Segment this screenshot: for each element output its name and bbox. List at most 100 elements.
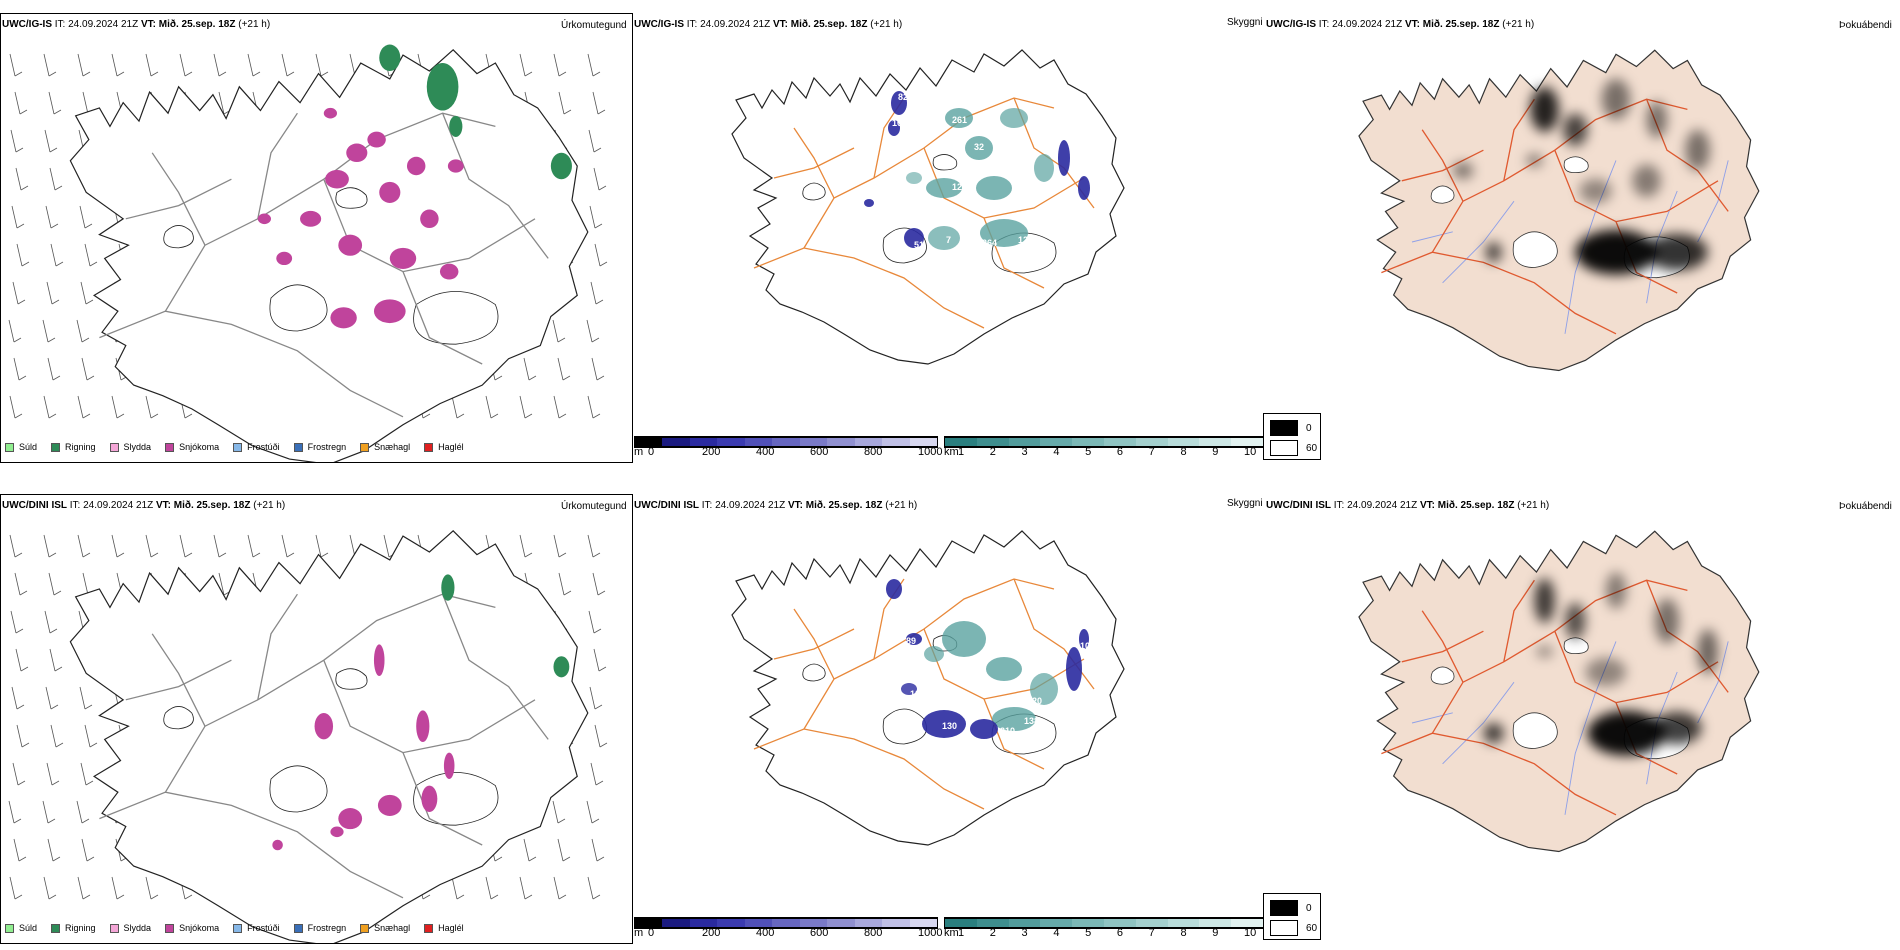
legend-label: Slydda: [123, 442, 152, 452]
visibility-colorbar-m-row1: [634, 436, 938, 448]
header-fog-row1: UWC/IG-IS IT: 24.09.2024 21Z VT: Mið. 25…: [1266, 19, 1534, 30]
colorbar-tick-label: 8: [1180, 927, 1187, 939]
header-fog-row2: UWC/DINI ISL IT: 24.09.2024 21Z VT: Mið.…: [1266, 500, 1549, 511]
colorbar-tick-label: 1000: [918, 927, 943, 939]
vt-label: VT:: [1419, 500, 1435, 511]
legend-label: Súld: [19, 442, 38, 452]
iceland-outline: 82 10 261 32 90 29 10 129 24 51 7 264 125: [731, 49, 1125, 365]
colorbar-segment: [882, 437, 911, 447]
lead-time: (+21 h): [1502, 19, 1535, 30]
lead-time: (+21 h): [885, 500, 918, 511]
colorbar-segment: [976, 437, 1010, 447]
vt-value: Mið. 25.sep. 18Z: [1437, 500, 1515, 511]
legend-swatch: [233, 923, 243, 933]
colorbar-km-ticks-row1: km 1 2 3 4 5 6 7 8 9 10: [944, 446, 1264, 460]
legend-swatch: [293, 923, 303, 933]
colorbar-segment: [882, 918, 911, 928]
it-label: IT:: [1333, 500, 1345, 511]
fog-legend-row: 60: [1270, 920, 1317, 936]
legend-swatch: [109, 923, 119, 933]
colorbar-segment: [827, 437, 856, 447]
lead-time: (+21 h): [238, 19, 271, 30]
fog-legend-swatch: [1270, 420, 1298, 436]
visibility-value-label: 100: [910, 689, 925, 699]
iceland-outline: [1358, 530, 1760, 853]
model-label: UWC/IG-IS: [634, 19, 684, 30]
precip-panel-row2: Súld Rigning Slydda Snjókoma Frostúði Frostre…: [0, 494, 633, 944]
vt-value: Mið. 25.sep. 18Z: [790, 19, 868, 30]
colorbar-segment: [1008, 918, 1041, 928]
lead-time: (+21 h): [870, 19, 903, 30]
legend-label: Haglél: [438, 923, 464, 933]
colorbar-segment: [635, 437, 663, 447]
vt-value: Mið. 25.sep. 18Z: [173, 500, 251, 511]
title-visibility-row1: Skyggni: [1227, 17, 1263, 28]
legend-label: Haglél: [438, 442, 464, 452]
title-fog-row1: Þokuábendi: [1839, 20, 1892, 31]
vt-value: Mið. 25.sep. 18Z: [1422, 19, 1500, 30]
header-precip-row1: UWC/IG-IS IT: 24.09.2024 21Z VT: Mið. 25…: [2, 19, 270, 30]
precip-panel-row1: Súld Rigning Slydda Snjókoma Frostúði Frostre…: [0, 13, 633, 463]
colorbar-segment: [1135, 437, 1169, 447]
fog-legend-row: 60: [1270, 440, 1317, 456]
colorbar-segment: [744, 437, 773, 447]
colorbar-segment: [689, 918, 718, 928]
legend-label: Slydda: [123, 923, 152, 933]
colorbar-tick-label: 8: [1180, 446, 1187, 458]
fog-legend-label: 60: [1306, 922, 1318, 934]
colorbar-segment: [827, 918, 856, 928]
colorbar-tick-label: 10: [1244, 446, 1257, 458]
legend-label: Snjókoma: [179, 442, 220, 452]
it-label: IT:: [1318, 19, 1330, 30]
fog-legend-label: 0: [1306, 902, 1312, 914]
legend-label: Frostregn: [307, 923, 347, 933]
fog-legend-swatch: [1270, 900, 1298, 916]
iceland-map-precip-row2: [8, 530, 608, 943]
visibility-value-label: 7: [946, 235, 951, 245]
iceland-outline: [1358, 49, 1760, 372]
colorbar-m-ticks-row2: m 0 200 400 600 800 1000: [634, 927, 942, 941]
legend-label: Snæhagl: [374, 442, 411, 452]
colorbar-segment: [1199, 437, 1232, 447]
colorbar-segment: [799, 437, 828, 447]
title-precip-row2: Úrkomutegund: [561, 501, 627, 512]
fog-legend-swatch: [1270, 440, 1298, 456]
lead-time: (+21 h): [1517, 500, 1550, 511]
colorbar-tick-label: 3: [1021, 446, 1028, 458]
colorbar-tick-label: 2: [989, 446, 996, 458]
colorbar-tick-label: 0: [648, 927, 655, 939]
precip-legend-row1: Súld Rigning Slydda Snjókoma Frostúði Frostre…: [5, 442, 478, 452]
colorbar-segment: [772, 918, 801, 928]
precip-legend-item: Snjókoma: [165, 442, 219, 452]
colorbar-segment: [1167, 918, 1200, 928]
colorbar-segment: [662, 437, 691, 447]
visibility-colorbar-km-row2: [944, 917, 1264, 929]
colorbar-tick-label: 600: [810, 927, 829, 939]
legend-label: Snjókoma: [179, 923, 220, 933]
visibility-value-label: 90: [1066, 120, 1076, 130]
colorbar-segment: [772, 437, 801, 447]
it-label: IT:: [69, 500, 81, 511]
visibility-value-label: 10: [892, 118, 902, 128]
vt-label: VT:: [1404, 19, 1420, 30]
visibility-value-label: 138: [1024, 716, 1039, 726]
vt-value: Mið. 25.sep. 18Z: [158, 19, 236, 30]
colorbar-segment: [1104, 918, 1137, 928]
iceland-map-visibility-row2: 89 100 130 191 210 138 20 10: [731, 530, 1125, 846]
lead-time: (+21 h): [253, 500, 286, 511]
colorbar-segment: [717, 437, 746, 447]
colorbar-tick-label: 800: [864, 446, 883, 458]
colorbar-tick-label: 200: [702, 446, 721, 458]
legend-label: Snæhagl: [374, 923, 411, 933]
iceland-map-fog-row1: [1358, 49, 1760, 372]
it-label: IT:: [686, 19, 698, 30]
colorbar-unit: km: [944, 446, 959, 458]
precip-legend-item: Frostregn: [293, 923, 347, 933]
visibility-value-label: 261: [952, 115, 967, 125]
header-visibility-row2: UWC/DINI ISL IT: 24.09.2024 21Z VT: Mið.…: [634, 500, 917, 511]
fog-legend-row: 0: [1270, 420, 1312, 436]
colorbar-segment: [945, 918, 978, 928]
colorbar-tick-label: 3: [1021, 927, 1028, 939]
legend-label: Frostúði: [247, 923, 280, 933]
colorbar-segment: [1104, 437, 1137, 447]
